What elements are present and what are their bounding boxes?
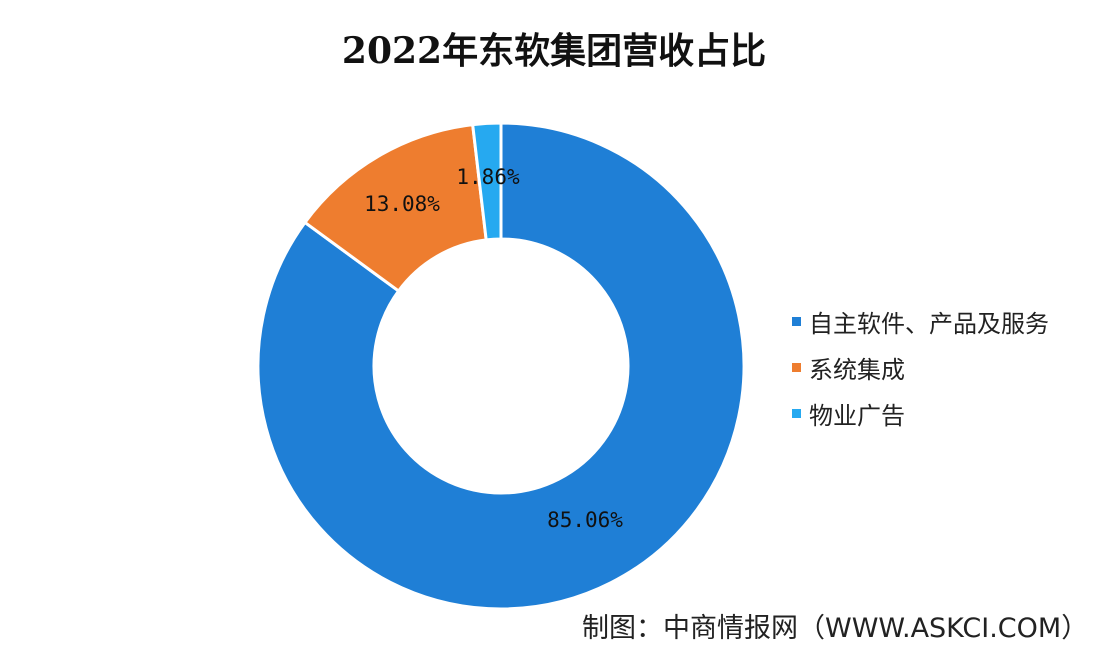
legend-label-property-ads: 物业广告 [809,401,905,430]
legend-label-integration: 系统集成 [809,355,905,384]
data-label-property-ads: 1.86% [456,165,520,189]
legend-swatch-property-ads [792,408,801,418]
slice-software [256,121,746,611]
source-note: 制图：中商情报网（WWW.ASKCI.COM） [582,613,1089,644]
legend-label-software: 自主软件、产品及服务 [809,309,1049,338]
legend-item-software: 自主软件、产品及服务 [792,298,1049,344]
data-label-software: 85.06% [547,508,623,532]
chart-title: 2022年东软集团营收占比 [341,30,767,72]
legend-swatch-software [792,316,801,326]
legend-item-integration: 系统集成 [792,344,1049,390]
legend-swatch-integration [792,362,801,372]
slice-property-ads [471,121,503,242]
legend-item-property-ads: 物业广告 [792,390,1049,436]
data-label-integration: 13.08% [364,192,440,216]
chart-legend: 自主软件、产品及服务 系统集成 物业广告 [792,298,1049,436]
